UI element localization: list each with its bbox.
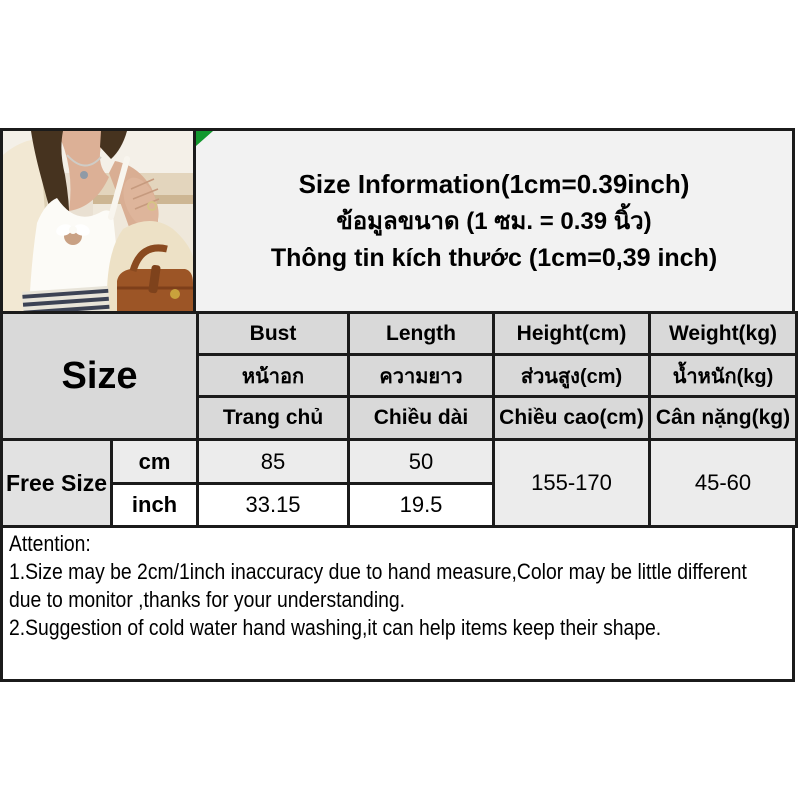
- cell-height-range: 155-170: [492, 438, 652, 528]
- header-row-thai: หน้าอก ความยาว ส่วนสูง(cm) น้ำหนัก(kg): [2, 353, 799, 398]
- product-photo-illustration: [3, 131, 193, 311]
- data-row-inch: inch 33.15 19.5: [2, 482, 797, 528]
- data-row-cm: Free Size cm 85 50 155-170 45-60: [0, 438, 799, 528]
- size-chart-content: Size Information(1cm=0.39inch) ข้อมูลขนา…: [0, 128, 799, 682]
- header-length-en: Length: [347, 311, 496, 356]
- header-weight-th: น้ำหนัก(kg): [648, 353, 799, 398]
- attention-heading: Attention:: [9, 531, 91, 556]
- title-vietnamese: Thông tin kích thước (1cm=0,39 inch): [270, 243, 718, 272]
- header-height-en: Height(cm): [492, 311, 652, 356]
- title-english: Size Information(1cm=0.39inch): [298, 168, 690, 199]
- cell-weight-range: 45-60: [648, 438, 799, 528]
- attention-note-1-cont: due to monitor ,thanks for your understa…: [9, 587, 406, 612]
- green-corner-icon: [196, 131, 213, 146]
- header-bust-th: หน้าอก: [196, 353, 351, 398]
- cell-unit-cm: cm: [109, 438, 200, 485]
- cell-length-inch: 19.5: [347, 482, 496, 528]
- attention-note-1: 1.Size may be 2cm/1inch inaccuracy due t…: [9, 559, 747, 584]
- header-weight-vi: Cân nặng(kg): [648, 395, 799, 441]
- header-row-english: Size Bust Length Height(cm) Weight(kg): [0, 311, 799, 441]
- cell-size-name: Free Size: [0, 438, 113, 528]
- cell-bust-inch: 33.15: [196, 482, 351, 528]
- attention-note-2: 2.Suggestion of cold water hand washing,…: [9, 615, 662, 640]
- header-height-th: ส่วนสูง(cm): [492, 353, 652, 398]
- header-row-vietnamese: Trang chủ Chiều dài Chiều cao(cm) Cân nặ…: [2, 395, 799, 441]
- size-table: Size Bust Length Height(cm) Weight(kg) ห…: [0, 311, 799, 528]
- product-photo: [0, 128, 196, 314]
- cell-unit-inch: inch: [109, 482, 200, 528]
- title-thai: ข้อมูลขนาด (1 ซม. = 0.39 นิ้ว): [336, 207, 652, 235]
- header-bust-vi: Trang chủ: [196, 395, 351, 441]
- header-height-vi: Chiều cao(cm): [492, 395, 652, 441]
- size-corner-cell: Size: [0, 311, 200, 441]
- attention-box: Attention: 1.Size may be 2cm/1inch inacc…: [0, 525, 795, 682]
- header-length-vi: Chiều dài: [347, 395, 496, 441]
- header-bust-en: Bust: [196, 311, 351, 356]
- header-weight-en: Weight(kg): [648, 311, 799, 356]
- top-row: Size Information(1cm=0.39inch) ข้อมูลขนา…: [0, 128, 795, 314]
- cell-bust-cm: 85: [196, 438, 351, 485]
- header-length-th: ความยาว: [347, 353, 496, 398]
- cell-length-cm: 50: [347, 438, 496, 485]
- title-panel: Size Information(1cm=0.39inch) ข้อมูลขนา…: [193, 128, 795, 314]
